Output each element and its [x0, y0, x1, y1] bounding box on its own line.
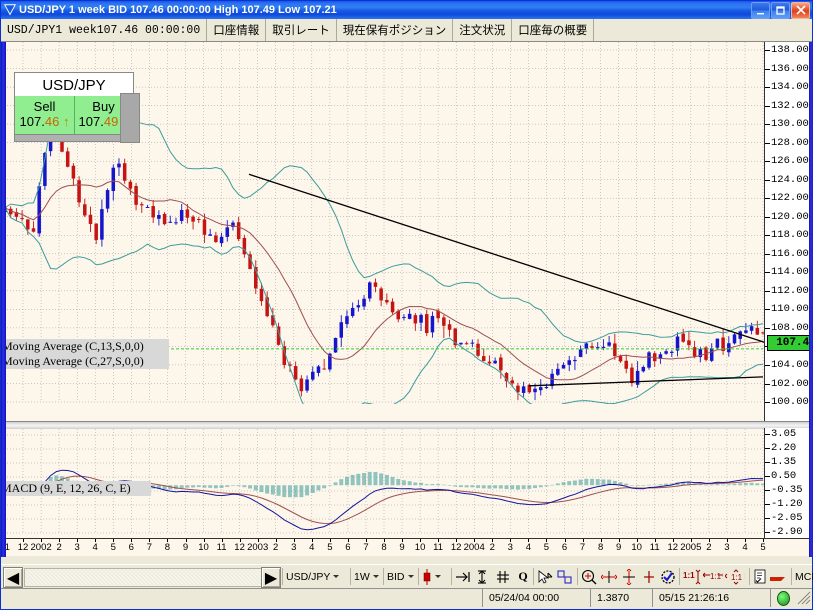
svg-text:1:1: 1:1	[731, 573, 743, 582]
svg-text:1:1: 1:1	[710, 572, 722, 581]
svg-text:1:1: 1:1	[683, 571, 695, 580]
